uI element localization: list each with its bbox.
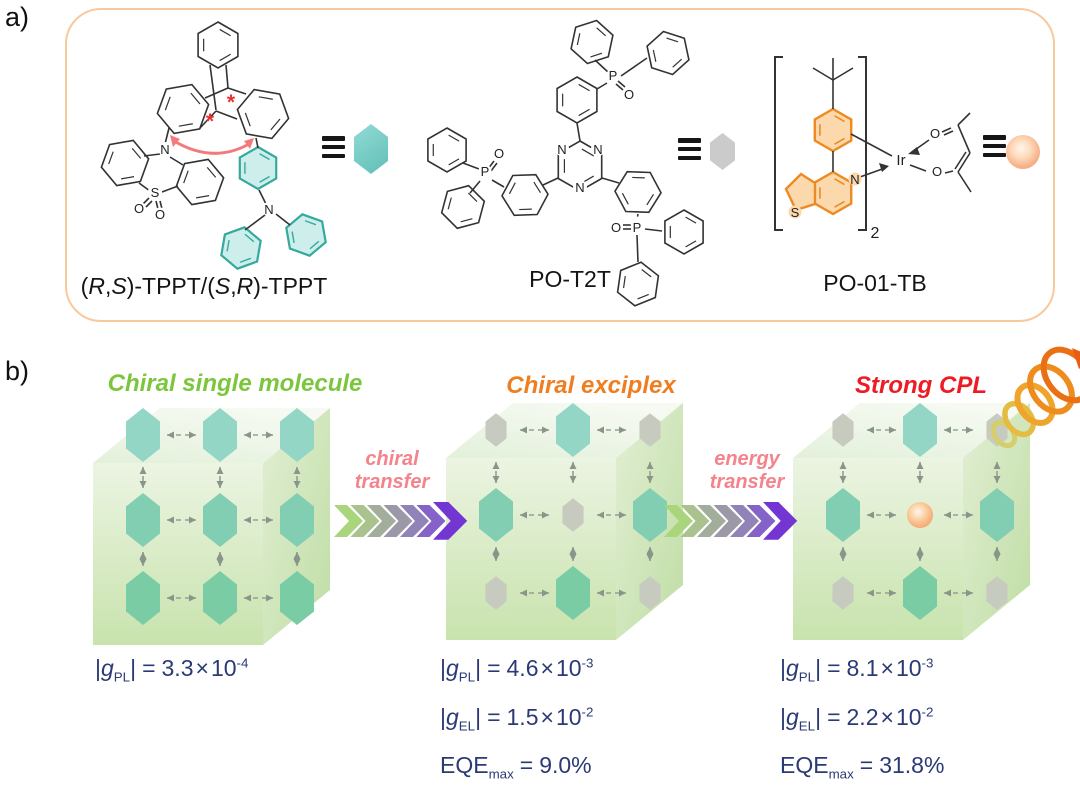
phosphorus-label: P bbox=[633, 220, 642, 235]
chiral-transfer-label: chiral transfer bbox=[326, 448, 458, 494]
iridium-label: Ir bbox=[896, 152, 905, 169]
stage-title-chiral-exciplex: Chiral exciplex bbox=[443, 372, 739, 400]
dative-bond-arrowhead bbox=[879, 163, 889, 172]
nitrogen-label: N bbox=[593, 142, 602, 157]
benzene-ring bbox=[237, 90, 288, 139]
tppt-rings bbox=[101, 22, 325, 269]
equivalence-icon bbox=[983, 135, 1006, 157]
gel-value: |gEL|=2.2×10-2 bbox=[780, 704, 944, 734]
racemization-arrow bbox=[174, 141, 249, 153]
sulfur-label: S bbox=[791, 205, 800, 220]
panel-a-label: a) bbox=[5, 2, 29, 33]
repeat-count-label: 2 bbox=[871, 225, 880, 242]
nitrogen-label: N bbox=[264, 202, 273, 217]
crystal-cube bbox=[446, 403, 683, 640]
cubes-and-arrows-layer bbox=[93, 403, 1030, 645]
nitrogen-label: N bbox=[850, 172, 859, 187]
molecule-name-tppt: (R,S)-TPPT/(S,R)-TPPT bbox=[78, 273, 330, 300]
benzene-ring bbox=[442, 186, 485, 229]
crystal-cube bbox=[93, 408, 330, 645]
nitrogen-label: N bbox=[575, 180, 584, 195]
oxygen-label: O bbox=[624, 87, 634, 102]
spiral-arrowhead bbox=[1072, 348, 1080, 369]
stage-title-strong-cpl: Strong CPL bbox=[773, 372, 1069, 400]
molecule-name-po01tb: PO-01-TB bbox=[790, 270, 960, 297]
gel-value: |gEL|=1.5×10-2 bbox=[440, 704, 593, 734]
stage-title-chiral-single-molecule: Chiral single molecule bbox=[85, 370, 385, 398]
equivalence-icon bbox=[678, 138, 701, 160]
gpl-value: |gPL|=8.1×10-3 bbox=[780, 655, 944, 685]
oxygen-label: O bbox=[611, 220, 621, 235]
figure-canvas: { "figure": { "panel_a_label": "a)", "pa… bbox=[0, 0, 1080, 780]
pot2t-rings bbox=[428, 21, 703, 306]
phosphorus-label: P bbox=[481, 164, 490, 179]
oxygen-label: O bbox=[494, 146, 504, 161]
nitrogen-label: N bbox=[160, 142, 169, 157]
gpl-value: |gPL|=4.6×10-3 bbox=[440, 655, 593, 685]
molecule-structure-tppt: N S O O N * * bbox=[80, 14, 340, 276]
oxygen-label: O bbox=[155, 207, 165, 222]
pot2t-atom-labels: N N N P O P O P O bbox=[479, 68, 644, 235]
oxygen-label: O bbox=[932, 164, 942, 179]
stereocenter-star: * bbox=[206, 110, 215, 133]
oxygen-label: O bbox=[930, 126, 940, 141]
metrics-stage-3: |gPL|=8.1×10-3 |gEL|=2.2×10-2 EQEmax=31.… bbox=[780, 655, 944, 801]
sulfur-label: S bbox=[151, 185, 160, 200]
molecule-structure-pot2t: N N N P O P O P O bbox=[400, 8, 710, 308]
phosphorus-label: P bbox=[609, 68, 618, 83]
metrics-stage-1: |gPL|=3.3×10-4 bbox=[95, 655, 248, 704]
po01tb-sphere-symbol bbox=[1006, 135, 1040, 169]
energy-transfer-label: energy transfer bbox=[681, 448, 813, 494]
metrics-stage-2: |gPL|=4.6×10-3 |gEL|=1.5×10-2 EQEmax=9.0… bbox=[440, 655, 593, 801]
stereocenter-star: * bbox=[227, 91, 236, 114]
energy-transfer-arrow bbox=[664, 502, 797, 540]
phosphor-dopant-sphere bbox=[907, 502, 933, 528]
gpl-value: |gPL|=3.3×10-4 bbox=[95, 655, 248, 685]
molecule-name-pot2t: PO-T2T bbox=[485, 266, 655, 293]
eqe-value: EQEmax=9.0% bbox=[440, 752, 593, 782]
oxygen-label: O bbox=[134, 201, 144, 216]
nitrogen-label: N bbox=[557, 142, 566, 157]
eqe-value: EQEmax=31.8% bbox=[780, 752, 944, 782]
equivalence-icon bbox=[322, 136, 345, 158]
